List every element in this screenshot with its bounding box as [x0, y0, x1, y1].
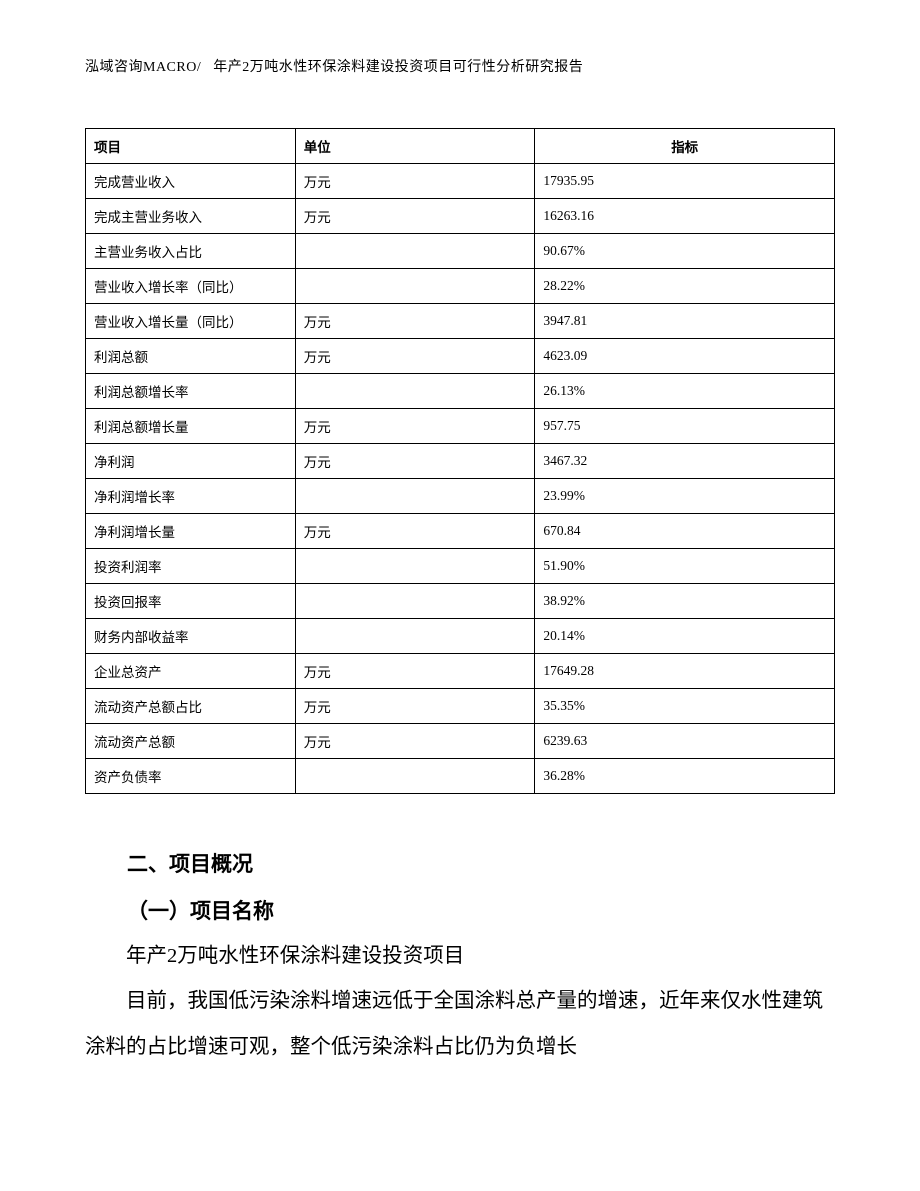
table-row: 财务内部收益率 20.14% [86, 619, 835, 654]
page: 泓域咨询MACRO/ 年产2万吨水性环保涂料建设投资项目可行性分析研究报告 项目… [0, 0, 920, 1191]
cell-item: 财务内部收益率 [86, 619, 296, 654]
cell-unit [295, 759, 535, 794]
cell-unit: 万元 [295, 199, 535, 234]
table-row: 企业总资产万元17649.28 [86, 654, 835, 689]
cell-item: 企业总资产 [86, 654, 296, 689]
cell-value: 23.99% [535, 479, 835, 514]
cell-item: 利润总额 [86, 339, 296, 374]
cell-unit: 万元 [295, 339, 535, 374]
cell-value: 4623.09 [535, 339, 835, 374]
financial-table: 项目 单位 指标 完成营业收入万元17935.95 完成主营业务收入万元1626… [85, 128, 835, 794]
cell-value: 3947.81 [535, 304, 835, 339]
header-title: 年产2万吨水性环保涂料建设投资项目可行性分析研究报告 [213, 60, 583, 75]
cell-value: 38.92% [535, 584, 835, 619]
paragraph: 目前，我国低污染涂料增速远低于全国涂料总产量的增速，近年来仅水性建筑涂料的占比增… [85, 979, 835, 1069]
cell-value: 28.22% [535, 269, 835, 304]
table-body: 完成营业收入万元17935.95 完成主营业务收入万元16263.16 主营业务… [86, 164, 835, 794]
cell-unit: 万元 [295, 654, 535, 689]
cell-unit: 万元 [295, 444, 535, 479]
cell-unit [295, 619, 535, 654]
cell-value: 3467.32 [535, 444, 835, 479]
page-header: 泓域咨询MACRO/ 年产2万吨水性环保涂料建设投资项目可行性分析研究报告 [85, 56, 835, 76]
cell-value: 36.28% [535, 759, 835, 794]
col-header-xiangmu: 项目 [86, 129, 296, 164]
cell-item: 资产负债率 [86, 759, 296, 794]
table-row: 流动资产总额占比万元35.35% [86, 689, 835, 724]
cell-item: 投资利润率 [86, 549, 296, 584]
cell-unit [295, 234, 535, 269]
cell-item: 利润总额增长率 [86, 374, 296, 409]
cell-unit [295, 584, 535, 619]
cell-unit: 万元 [295, 164, 535, 199]
cell-item: 完成主营业务收入 [86, 199, 296, 234]
cell-unit: 万元 [295, 689, 535, 724]
table-row: 资产负债率 36.28% [86, 759, 835, 794]
table-row: 净利润增长量万元670.84 [86, 514, 835, 549]
header-company: 泓域咨询 [85, 60, 143, 75]
header-macro: MACRO/ [143, 60, 201, 75]
table-row: 流动资产总额万元6239.63 [86, 724, 835, 759]
cell-value: 35.35% [535, 689, 835, 724]
table-row: 营业收入增长量（同比）万元3947.81 [86, 304, 835, 339]
cell-item: 营业收入增长率（同比） [86, 269, 296, 304]
cell-value: 17649.28 [535, 654, 835, 689]
table-row: 完成营业收入万元17935.95 [86, 164, 835, 199]
cell-item: 投资回报率 [86, 584, 296, 619]
cell-item: 净利润 [86, 444, 296, 479]
cell-value: 16263.16 [535, 199, 835, 234]
table-row: 利润总额万元4623.09 [86, 339, 835, 374]
cell-item: 完成营业收入 [86, 164, 296, 199]
cell-unit: 万元 [295, 304, 535, 339]
cell-item: 流动资产总额占比 [86, 689, 296, 724]
col-header-zhibiao: 指标 [535, 129, 835, 164]
col-header-danwei: 单位 [295, 129, 535, 164]
cell-value: 90.67% [535, 234, 835, 269]
table-row: 投资利润率 51.90% [86, 549, 835, 584]
cell-item: 主营业务收入占比 [86, 234, 296, 269]
cell-value: 670.84 [535, 514, 835, 549]
cell-item: 净利润增长量 [86, 514, 296, 549]
cell-value: 957.75 [535, 409, 835, 444]
table-row: 主营业务收入占比 90.67% [86, 234, 835, 269]
table-row: 投资回报率 38.92% [86, 584, 835, 619]
cell-value: 51.90% [535, 549, 835, 584]
cell-unit: 万元 [295, 514, 535, 549]
paragraph: 年产2万吨水性环保涂料建设投资项目 [85, 934, 835, 979]
cell-unit [295, 269, 535, 304]
cell-value: 17935.95 [535, 164, 835, 199]
cell-unit: 万元 [295, 724, 535, 759]
body-text: 二、项目概况 （一）项目名称 年产2万吨水性环保涂料建设投资项目 目前，我国低污… [85, 842, 835, 1070]
cell-value: 20.14% [535, 619, 835, 654]
table-row: 利润总额增长量万元957.75 [86, 409, 835, 444]
cell-item: 营业收入增长量（同比） [86, 304, 296, 339]
cell-unit [295, 479, 535, 514]
cell-unit: 万元 [295, 409, 535, 444]
cell-unit [295, 374, 535, 409]
table-row: 利润总额增长率 26.13% [86, 374, 835, 409]
cell-value: 6239.63 [535, 724, 835, 759]
cell-item: 净利润增长率 [86, 479, 296, 514]
table-row: 净利润增长率 23.99% [86, 479, 835, 514]
table-row: 完成主营业务收入万元16263.16 [86, 199, 835, 234]
section-heading-3: （一）项目名称 [85, 888, 835, 934]
cell-unit [295, 549, 535, 584]
section-heading-2: 二、项目概况 [85, 842, 835, 888]
cell-value: 26.13% [535, 374, 835, 409]
table-row: 营业收入增长率（同比） 28.22% [86, 269, 835, 304]
cell-item: 流动资产总额 [86, 724, 296, 759]
cell-item: 利润总额增长量 [86, 409, 296, 444]
table-row: 净利润万元3467.32 [86, 444, 835, 479]
table-header-row: 项目 单位 指标 [86, 129, 835, 164]
